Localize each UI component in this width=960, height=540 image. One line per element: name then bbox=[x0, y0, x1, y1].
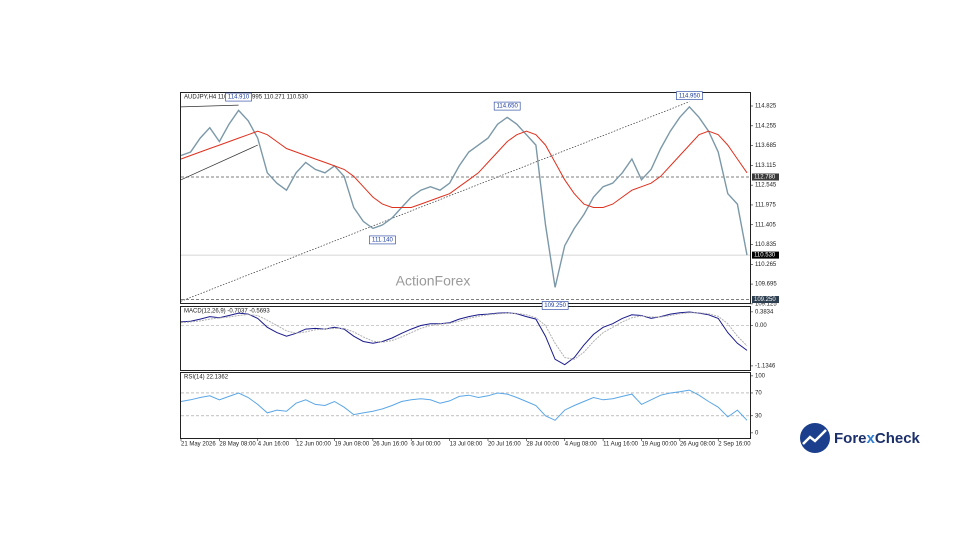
y-tick-label: 109.695 bbox=[755, 282, 777, 288]
watermark: ActionForex bbox=[396, 273, 471, 289]
y-tick-label: 100 bbox=[755, 373, 766, 379]
price-annotation: 109.250 bbox=[544, 303, 566, 309]
y-tick-label: 109.125 bbox=[755, 301, 777, 307]
series-line bbox=[180, 312, 748, 360]
trendline bbox=[180, 104, 239, 108]
x-tick-label: 13 Jul 08:00 bbox=[450, 442, 483, 448]
price-annotation: 111.140 bbox=[372, 238, 393, 244]
price-tag-label: 110.530 bbox=[754, 253, 776, 259]
price-annotation-box bbox=[541, 301, 569, 310]
price-annotation: 114.650 bbox=[497, 104, 519, 110]
y-tick-label: 112.545 bbox=[755, 183, 777, 189]
series-line bbox=[180, 389, 748, 421]
logo-part: Check bbox=[875, 430, 921, 447]
price-panel bbox=[180, 92, 751, 304]
y-tick-label: -1.1346 bbox=[755, 363, 776, 369]
price-annotation: 114.910 bbox=[228, 95, 250, 101]
y-tick-label: 0 bbox=[755, 430, 759, 436]
y-tick-label: 114.255 bbox=[755, 123, 777, 129]
x-tick-label: 20 Jul 16:00 bbox=[488, 442, 521, 448]
series-line bbox=[180, 311, 748, 366]
x-tick-label: 11 Aug 16:00 bbox=[603, 442, 639, 448]
y-tick-label: 110.265 bbox=[755, 262, 777, 268]
panel-title: RSI(14) 22.1362 bbox=[184, 375, 229, 381]
y-tick-label: 111.975 bbox=[755, 203, 776, 209]
price-annotation-box bbox=[493, 101, 521, 111]
price-tag bbox=[752, 296, 779, 304]
x-tick-label: 12 Jun 00:00 bbox=[296, 442, 331, 448]
x-tick-label: 6 Jul 00:00 bbox=[411, 442, 441, 448]
y-tick-label: 113.115 bbox=[755, 163, 776, 169]
logo-text: ForexCheck bbox=[834, 430, 921, 447]
y-tick-label: 0.3834 bbox=[755, 309, 774, 315]
price-tag bbox=[752, 173, 779, 181]
x-tick-label: 2 Sep 16:00 bbox=[718, 442, 751, 448]
logo-part: x bbox=[867, 430, 876, 447]
price-tag-label: 109.250 bbox=[754, 297, 776, 303]
price-annotation-box bbox=[369, 235, 396, 245]
logo-icon bbox=[800, 423, 830, 453]
price-annotation-box bbox=[676, 91, 703, 100]
rsi-panel bbox=[180, 372, 751, 439]
series-line bbox=[180, 130, 748, 208]
trendline bbox=[180, 101, 690, 302]
y-tick-label: 0.00 bbox=[755, 323, 767, 329]
logo-arrow bbox=[802, 429, 827, 445]
x-tick-label: 28 Jul 00:00 bbox=[526, 442, 559, 448]
panel-title: MACD(12,26,9) -0.7037 -0.5693 bbox=[184, 309, 270, 315]
x-tick-label: 19 Aug 00:00 bbox=[641, 442, 677, 448]
y-tick-label: 114.825 bbox=[755, 104, 777, 110]
trendline bbox=[180, 144, 258, 181]
y-tick-label: 111.405 bbox=[755, 222, 776, 228]
macd-panel bbox=[180, 306, 751, 371]
x-tick-label: 4 Jun 16:00 bbox=[258, 442, 290, 448]
price-annotation-box bbox=[225, 92, 252, 102]
x-tick-label: 28 May 08:00 bbox=[219, 442, 256, 448]
x-tick-label: 26 Aug 08:00 bbox=[680, 442, 716, 448]
y-tick-label: 30 bbox=[755, 413, 762, 419]
x-tick-label: 21 May 2026 bbox=[181, 442, 216, 448]
logo-part: Fore bbox=[834, 430, 867, 447]
price-annotation: 114.950 bbox=[679, 93, 701, 99]
y-tick-label: 110.835 bbox=[755, 242, 777, 248]
y-tick-label: 113.685 bbox=[755, 143, 777, 149]
x-tick-label: 4 Aug 08:00 bbox=[565, 442, 598, 448]
x-tick-label: 26 Jun 16:00 bbox=[373, 442, 408, 448]
y-tick-label: 70 bbox=[755, 391, 762, 397]
price-tag-label: 112.780 bbox=[754, 175, 776, 181]
logo: ForexCheck bbox=[800, 423, 921, 453]
x-tick-label: 19 Jun 08:00 bbox=[334, 442, 369, 448]
series-line bbox=[180, 105, 748, 288]
price-tag bbox=[752, 251, 779, 259]
